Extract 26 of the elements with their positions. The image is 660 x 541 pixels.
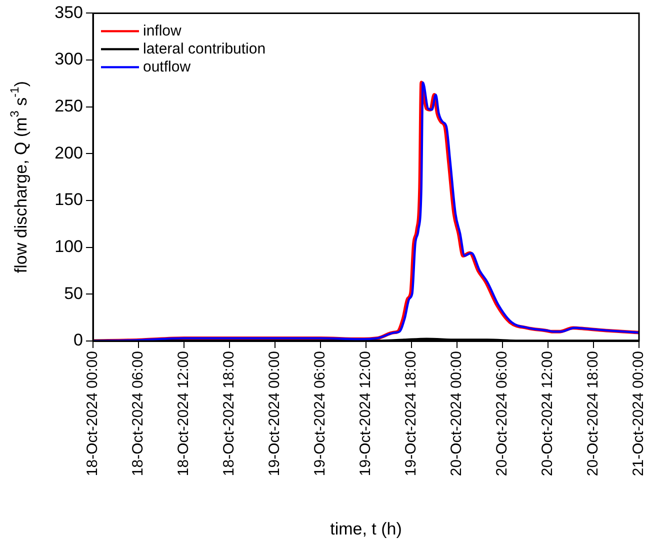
y-axis-title: flow discharge, Q (m3 s-1) bbox=[7, 81, 31, 274]
y-tick-label: 200 bbox=[54, 143, 83, 162]
legend-label: lateral contribution bbox=[143, 40, 266, 58]
y-tick-label: 150 bbox=[54, 190, 83, 210]
x-tick-label: 18-Oct-2024 00:00 bbox=[84, 351, 102, 476]
x-tick-label: 20-Oct-2024 18:00 bbox=[584, 351, 602, 476]
y-tick-label: 0 bbox=[74, 330, 83, 350]
y-tick-label: 300 bbox=[54, 50, 83, 69]
x-tick-label: 19-Oct-2024 00:00 bbox=[266, 351, 284, 476]
x-axis-title: time, t (h) bbox=[330, 520, 402, 539]
y-tick-label: 50 bbox=[64, 284, 83, 303]
x-tick-label: 21-Oct-2024 00:00 bbox=[630, 351, 648, 476]
y-tick-label: 250 bbox=[54, 96, 83, 116]
x-tick-label: 18-Oct-2024 06:00 bbox=[130, 351, 147, 476]
x-tick-label: 19-Oct-2024 06:00 bbox=[312, 351, 329, 476]
x-tick-label: 19-Oct-2024 12:00 bbox=[357, 351, 374, 476]
x-tick-label: 20-Oct-2024 00:00 bbox=[448, 351, 466, 476]
x-tick-label: 20-Oct-2024 12:00 bbox=[539, 351, 556, 476]
x-tick-label: 19-Oct-2024 18:00 bbox=[402, 351, 420, 476]
y-tick-label: 350 bbox=[54, 2, 83, 22]
legend-label: inflow bbox=[143, 22, 182, 40]
x-tick-label: 18-Oct-2024 12:00 bbox=[175, 351, 192, 476]
y-tick-label: 100 bbox=[54, 237, 83, 256]
legend-label: outflow bbox=[143, 58, 191, 76]
x-tick-label: 18-Oct-2024 18:00 bbox=[220, 351, 238, 476]
x-tick-label: 20-Oct-2024 06:00 bbox=[494, 351, 511, 476]
